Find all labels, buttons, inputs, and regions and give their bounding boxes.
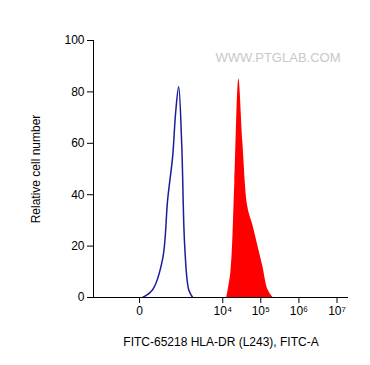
svg-text:20: 20 (71, 239, 85, 253)
svg-text:10⁵: 10⁵ (252, 304, 270, 318)
svg-text:40: 40 (71, 188, 85, 202)
svg-text:0: 0 (78, 290, 85, 304)
svg-text:10⁴: 10⁴ (214, 304, 233, 318)
svg-text:60: 60 (71, 136, 85, 150)
svg-text:0: 0 (136, 304, 143, 318)
svg-text:10⁶: 10⁶ (290, 304, 308, 318)
svg-text:FITC-65218 HLA-DR (L243), FITC: FITC-65218 HLA-DR (L243), FITC-A (123, 335, 318, 349)
svg-text:Relative cell number: Relative cell number (29, 115, 43, 224)
svg-text:WWW.PTGLAB.COM: WWW.PTGLAB.COM (216, 50, 341, 65)
svg-text:80: 80 (71, 85, 85, 99)
svg-text:10⁷: 10⁷ (328, 304, 346, 318)
svg-text:100: 100 (64, 33, 84, 47)
